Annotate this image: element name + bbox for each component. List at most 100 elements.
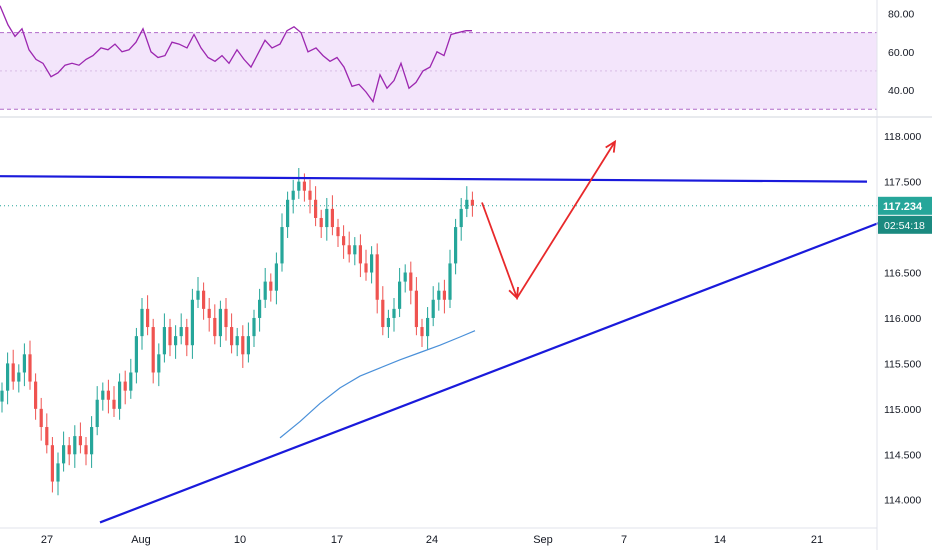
- candle-body: [381, 299, 385, 328]
- candle-body: [414, 290, 418, 328]
- candle-body: [84, 445, 88, 455]
- candle-body: [123, 381, 127, 391]
- candle-body: [398, 281, 402, 309]
- candle-body: [168, 327, 172, 346]
- candle-body: [67, 445, 71, 455]
- projection-arrow: [481, 141, 616, 301]
- arrow-head-down: [508, 286, 519, 300]
- resistance-trendline: [0, 175, 868, 183]
- last-price-badge: [878, 196, 932, 215]
- candle-body: [409, 272, 413, 291]
- candle-body: [437, 290, 441, 300]
- candle-body: [140, 308, 144, 337]
- candle-body: [39, 408, 43, 428]
- last-price-label: 117.234: [883, 201, 923, 213]
- candle-body: [179, 327, 183, 337]
- rsi-tick-label: 40.00: [888, 85, 914, 97]
- candle-body: [403, 272, 407, 282]
- price-panel: [0, 139, 881, 524]
- time-tick-label: 7: [621, 534, 627, 546]
- candle-body: [325, 208, 329, 228]
- candle-body: [50, 445, 54, 482]
- candle-body: [6, 363, 10, 391]
- candle-body: [347, 245, 351, 255]
- rsi-panel: [0, 5, 932, 118]
- candle-body: [224, 308, 228, 328]
- candle-body: [442, 290, 446, 300]
- candle-body: [280, 227, 284, 264]
- rsi-line: [0, 5, 472, 104]
- candle-body: [129, 372, 133, 391]
- candle-body: [34, 381, 38, 409]
- candle-body: [151, 327, 155, 373]
- candle-body: [336, 227, 340, 237]
- candle-body: [252, 317, 256, 337]
- candle-body: [392, 308, 396, 318]
- candle-body: [106, 390, 110, 400]
- candle-body: [101, 390, 105, 400]
- candle-body: [370, 254, 374, 273]
- candle-body: [364, 263, 368, 273]
- price-tick-label: 116.500: [884, 268, 921, 280]
- candle-body: [11, 363, 15, 382]
- candle-body: [218, 308, 222, 337]
- price-axis: 80.0060.0040.00118.000117.500117.000116.…: [876, 0, 932, 550]
- candle-body: [375, 254, 379, 300]
- time-axis: 27 Aug 10 17 24 Sep 7 14 21: [0, 527, 877, 546]
- candle-body: [459, 208, 463, 228]
- candle-body: [274, 263, 278, 291]
- candle-body: [174, 336, 178, 346]
- price-tick-label: 118.000: [884, 131, 921, 143]
- countdown-badge: [878, 215, 932, 234]
- candle-body: [78, 436, 82, 446]
- arrow-head-up: [605, 139, 617, 153]
- candle-body: [241, 336, 245, 355]
- candle-body: [342, 236, 346, 246]
- candle-body: [17, 372, 21, 382]
- candle-body: [95, 399, 99, 428]
- price-tick-label: 116.000: [884, 313, 921, 325]
- candle-body: [230, 327, 234, 346]
- candle-body: [297, 181, 301, 191]
- candle-body: [246, 336, 250, 355]
- candle-body: [146, 308, 150, 328]
- candle-body: [454, 227, 458, 264]
- candle-body: [448, 263, 452, 300]
- candle-body: [291, 190, 295, 200]
- candle-body: [269, 281, 273, 291]
- time-tick-label: 14: [714, 534, 726, 546]
- time-tick-label: Sep: [533, 534, 553, 546]
- candle-body: [90, 427, 94, 455]
- time-tick-label: 21: [811, 534, 823, 546]
- candle-body: [118, 381, 122, 409]
- candle-body: [45, 427, 49, 446]
- price-tick-label: 114.000: [884, 495, 921, 507]
- support-trendline: [99, 221, 881, 524]
- candle-body: [73, 436, 77, 455]
- time-tick-label: 27: [41, 534, 53, 546]
- candle-body: [112, 399, 116, 409]
- candle-body: [202, 290, 206, 309]
- candle-body: [207, 308, 211, 318]
- candle-body: [353, 245, 357, 255]
- candle-body: [0, 390, 4, 402]
- price-tick-label: 117.500: [884, 177, 921, 189]
- candle-body: [56, 463, 60, 482]
- candle-body: [213, 317, 217, 337]
- candle-body: [196, 290, 200, 300]
- candle-body: [22, 354, 26, 373]
- candle-body: [258, 299, 262, 318]
- candle-body: [263, 281, 267, 300]
- moving-average-line: [279, 330, 476, 439]
- candle-body: [330, 208, 334, 228]
- candle-body: [302, 181, 306, 191]
- candle-body: [386, 317, 390, 328]
- candle-body: [157, 354, 161, 373]
- rsi-tick-label: 80.00: [888, 8, 914, 20]
- time-tick-label: 24: [426, 534, 438, 546]
- candle-body: [185, 327, 189, 346]
- rsi-tick-label: 60.00: [888, 47, 914, 59]
- candle-body: [162, 327, 166, 355]
- candle-body: [465, 199, 469, 209]
